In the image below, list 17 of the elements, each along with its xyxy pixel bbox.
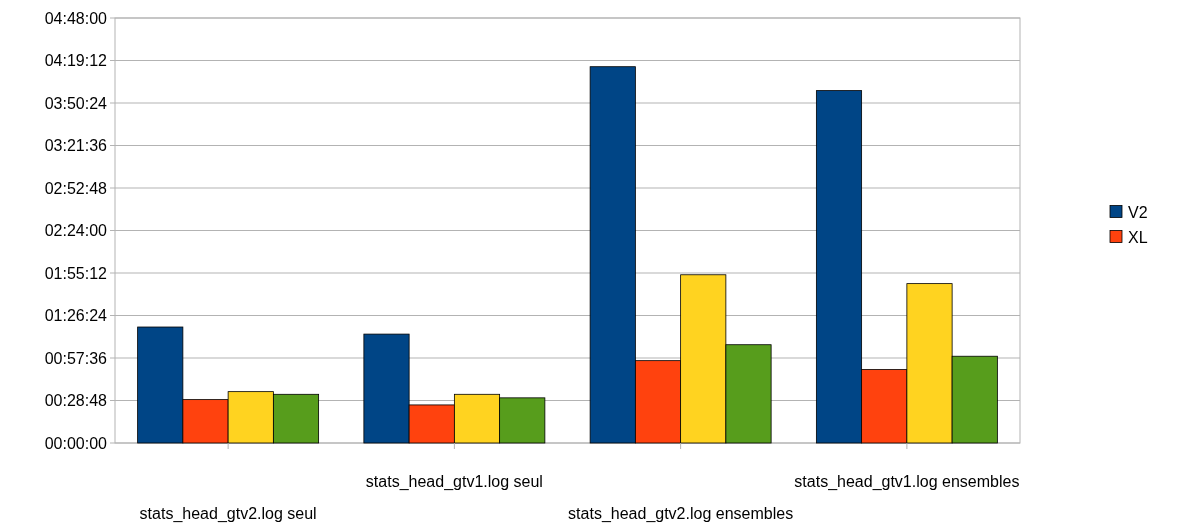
y-tick-label: 00:00:00	[44, 434, 108, 452]
y-tick-label: 04:19:12	[44, 52, 108, 70]
y-tick-label: 04:48:00	[44, 9, 108, 27]
y-tick-label: 03:21:36	[44, 137, 108, 155]
y-tick-label: 02:52:48	[44, 179, 108, 197]
y-tick-label: 02:24:00	[44, 222, 108, 240]
x-tick-label: stats_head_gtv2.log ensembles	[568, 505, 794, 523]
legend-label: XL	[1128, 228, 1148, 246]
x-tick-label: stats_head_gtv2.log seul	[139, 505, 317, 523]
y-tick-label: 01:26:24	[44, 307, 108, 325]
y-tick-label: 00:57:36	[44, 349, 108, 367]
y-tick-label: 01:55:12	[44, 264, 108, 282]
y-tick-label: 00:28:48	[44, 392, 108, 410]
x-tick-label: stats_head_gtv1.log seul	[365, 473, 543, 491]
x-tick-label: stats_head_gtv1.log ensembles	[794, 473, 1020, 491]
y-tick-label: 03:50:24	[44, 94, 108, 112]
legend-label: V2	[1128, 203, 1148, 221]
